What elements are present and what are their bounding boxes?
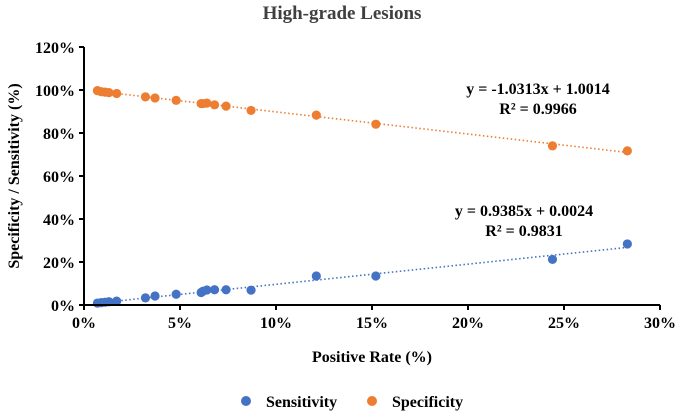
y-axis-ticks: 0% 20% 40% 60% 80% 100% 120% bbox=[35, 40, 84, 315]
specificity-point bbox=[104, 87, 114, 98]
specificity-point bbox=[371, 119, 381, 129]
sensitivity-point bbox=[221, 285, 231, 295]
sensitivity-trendline bbox=[97, 246, 628, 304]
sensitivity-point bbox=[371, 271, 381, 281]
y-tick-label: 60% bbox=[43, 169, 75, 186]
specificity-point bbox=[202, 98, 212, 108]
specificity-equation: y = -1.0313x + 1.0014 bbox=[466, 81, 610, 98]
specificity-point bbox=[209, 100, 220, 110]
x-axis-label: Positive Rate (%) bbox=[312, 349, 432, 366]
specificity-point bbox=[150, 93, 160, 103]
chart-title: High-grade Lesions bbox=[263, 3, 422, 24]
specificity-trendline bbox=[97, 90, 628, 154]
specificity-point bbox=[140, 92, 151, 102]
specificity-point bbox=[221, 101, 231, 111]
specificity-point bbox=[311, 110, 321, 120]
specificity-point bbox=[547, 141, 558, 151]
x-axis-ticks: 0% 5% 10% 15% 20% 25% 30% bbox=[72, 305, 676, 332]
x-tick-label: 0% bbox=[72, 315, 96, 332]
sensitivity-point bbox=[311, 271, 321, 281]
x-tick-label: 5% bbox=[168, 315, 192, 332]
legend-sensitivity-marker bbox=[241, 396, 251, 406]
y-tick-label: 80% bbox=[43, 126, 75, 143]
sensitivity-point bbox=[112, 296, 122, 306]
specificity-point bbox=[171, 95, 181, 105]
legend-specificity-label: Specificity bbox=[392, 394, 463, 411]
sensitivity-point bbox=[171, 289, 181, 299]
x-tick-label: 25% bbox=[548, 315, 580, 332]
legend-sensitivity-label: Sensitivity bbox=[266, 394, 337, 411]
sensitivity-point bbox=[246, 285, 256, 295]
x-tick-label: 10% bbox=[260, 315, 292, 332]
sensitivity-point bbox=[202, 285, 212, 295]
specificity-point bbox=[112, 88, 122, 99]
legend-specificity-marker bbox=[367, 396, 377, 406]
x-tick-label: 20% bbox=[452, 315, 484, 332]
specificity-point bbox=[622, 146, 632, 156]
y-axis-label: Specificity / Sensitivity (%) bbox=[6, 83, 23, 268]
sensitivity-point bbox=[622, 239, 632, 249]
data-points bbox=[92, 86, 632, 308]
sensitivity-point bbox=[140, 293, 151, 303]
y-tick-label: 120% bbox=[35, 40, 75, 57]
legend: Sensitivity Specificity bbox=[241, 394, 463, 411]
sensitivity-equation: y = 0.9385x + 0.0024 bbox=[455, 203, 593, 220]
sensitivity-point bbox=[209, 285, 220, 295]
x-tick-label: 15% bbox=[356, 315, 388, 332]
trendlines bbox=[97, 90, 628, 304]
y-tick-label: 20% bbox=[43, 255, 75, 272]
sensitivity-point bbox=[547, 254, 558, 265]
specificity-point bbox=[246, 105, 256, 116]
y-tick-label: 40% bbox=[43, 212, 75, 229]
y-tick-label: 0% bbox=[51, 298, 75, 315]
x-tick-label: 30% bbox=[644, 315, 676, 332]
y-tick-label: 100% bbox=[35, 83, 75, 100]
sensitivity-point bbox=[150, 291, 160, 301]
sensitivity-r2: R² = 0.9831 bbox=[485, 223, 562, 240]
specificity-r2: R² = 0.9966 bbox=[499, 101, 576, 118]
